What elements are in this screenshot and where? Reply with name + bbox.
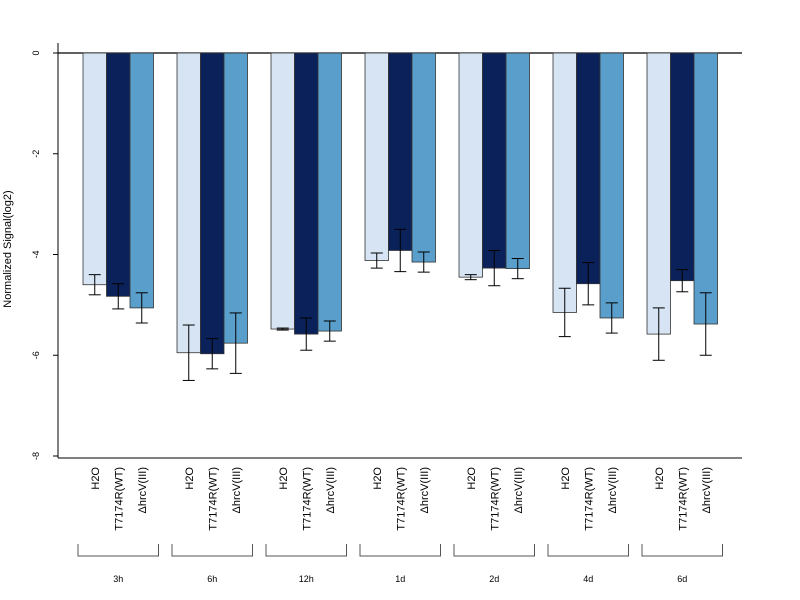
category-label: H2O: [466, 467, 478, 490]
group-label: 3h: [113, 574, 123, 584]
category-label: T7174R(WT): [583, 467, 595, 531]
category-label: T7174R(WT): [677, 467, 689, 531]
group-label: 2d: [489, 574, 499, 584]
bar: [129, 52, 154, 309]
bar: [200, 52, 225, 355]
category-label: H2O: [372, 467, 384, 490]
category-label: H2O: [184, 467, 196, 490]
bar: [388, 52, 413, 251]
bar: [364, 52, 389, 261]
group-bracket: [453, 544, 535, 557]
error-bars: [88, 228, 712, 381]
bar: [294, 52, 319, 335]
bar: [646, 52, 671, 335]
group-bracket: [641, 544, 723, 557]
category-label: ΔhrcV(III): [137, 467, 149, 513]
group-label: 6h: [207, 574, 217, 584]
category-label: H2O: [278, 467, 290, 490]
category-label: T7174R(WT): [489, 467, 501, 531]
y-tick-label: -2: [31, 150, 41, 158]
category-label: H2O: [654, 467, 666, 490]
bar: [482, 52, 507, 269]
bar: [317, 52, 342, 332]
group-bracket: [547, 544, 629, 557]
bar: [411, 52, 436, 263]
y-tick-label: -6: [31, 351, 41, 359]
category-label: T7174R(WT): [207, 467, 219, 531]
group-bracket: [359, 544, 441, 557]
group-bracket: [265, 544, 347, 557]
category-label: H2O: [560, 467, 572, 490]
group-label: 12h: [299, 574, 314, 584]
category-label: ΔhrcV(III): [513, 467, 525, 513]
bar: [505, 52, 530, 270]
category-label: ΔhrcV(III): [701, 467, 713, 513]
category-label: ΔhrcV(III): [419, 467, 431, 513]
category-label: T7174R(WT): [301, 467, 313, 531]
category-label: ΔhrcV(III): [231, 467, 243, 513]
bar: [599, 52, 624, 319]
y-axis-label: Normalized Signal(log2): [2, 190, 14, 307]
group-bracket: [171, 544, 253, 557]
bar: [176, 52, 201, 354]
labels: H2O T7174R(WT) ΔhrcV(III) 3h H2O T7174R(WT) Δh…: [77, 467, 723, 584]
y-tick-label: -4: [31, 250, 41, 258]
bar: [458, 52, 483, 278]
bar: [576, 52, 601, 285]
category-label: ΔhrcV(III): [325, 467, 337, 513]
category-label: T7174R(WT): [113, 467, 125, 531]
category-label: ΔhrcV(III): [607, 467, 619, 513]
bar: [82, 52, 107, 286]
group-label: 6d: [677, 574, 687, 584]
bar: [223, 52, 248, 344]
y-tick-label: 0: [31, 50, 41, 55]
group-label: 1d: [395, 574, 405, 584]
bar: [552, 52, 577, 313]
bar: [270, 52, 295, 330]
category-label: T7174R(WT): [395, 467, 407, 531]
bar: [106, 52, 131, 297]
bars: [82, 52, 718, 355]
group-bracket: [77, 544, 159, 557]
group-label: 4d: [583, 574, 593, 584]
category-label: H2O: [90, 467, 102, 490]
bar: [670, 52, 695, 282]
bar: [693, 52, 718, 325]
y-tick-label: -8: [31, 452, 41, 460]
